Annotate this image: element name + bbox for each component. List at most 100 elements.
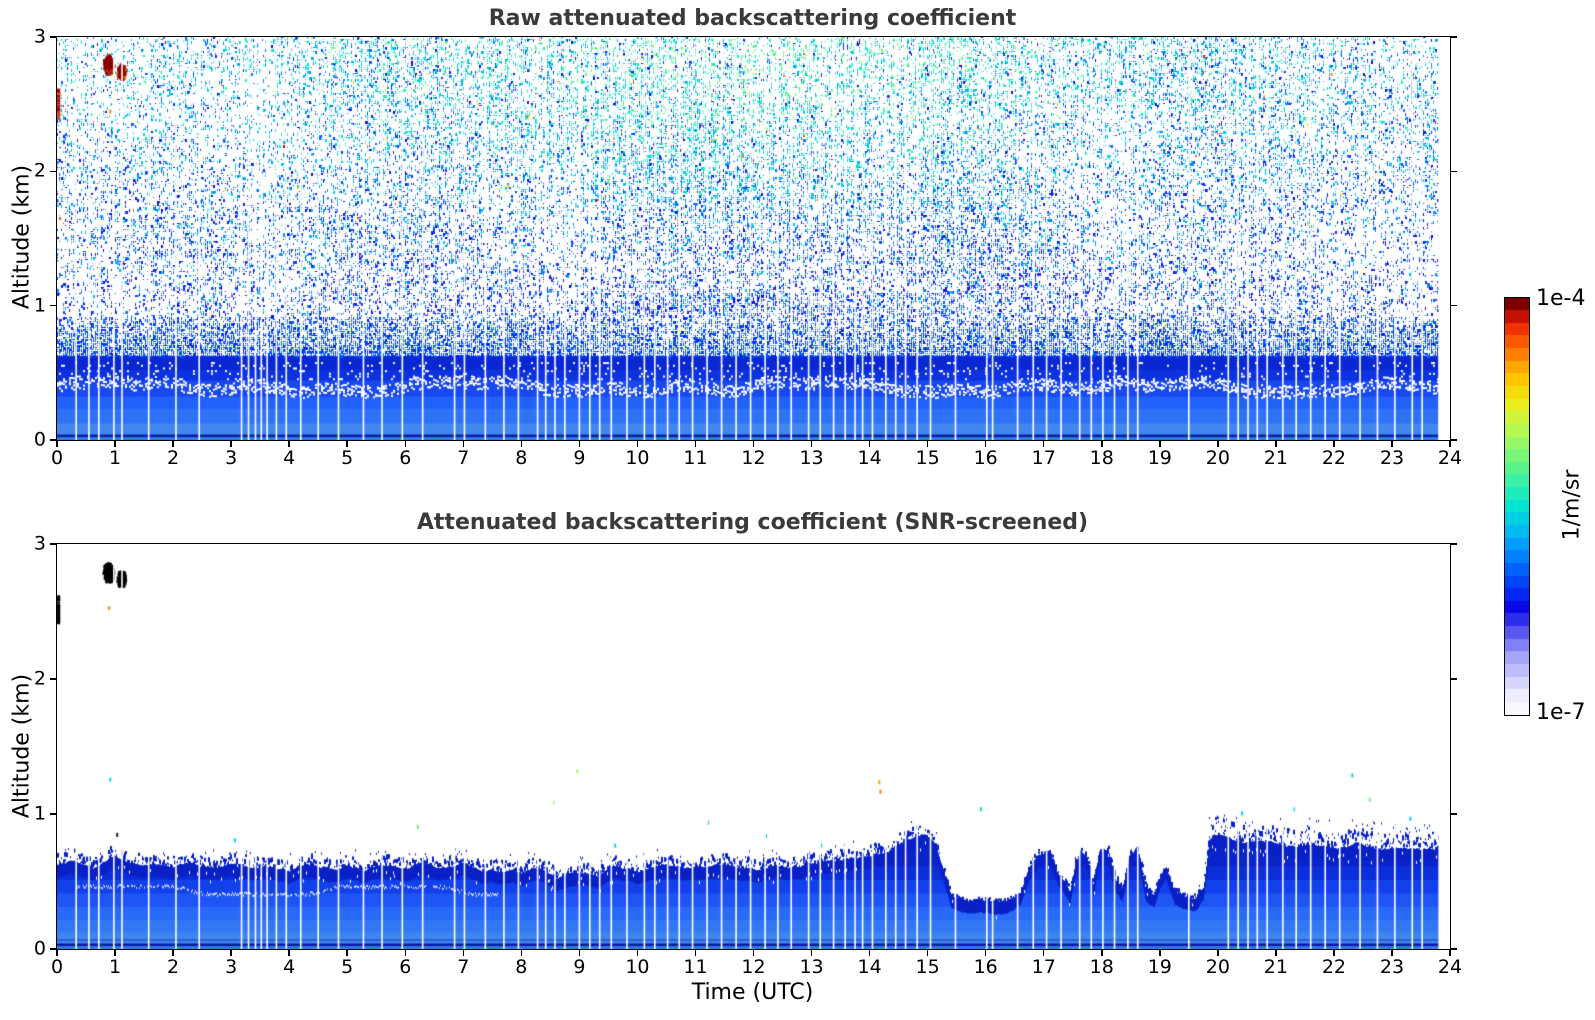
colorbar-min-label: 1e-7 xyxy=(1536,700,1586,725)
y-tick xyxy=(50,678,57,680)
x-tick xyxy=(56,440,58,447)
x-tick-label: 16 xyxy=(973,447,998,469)
x-tick-label: 12 xyxy=(741,447,766,469)
screened-plot-ylabel: Altitude (km) xyxy=(9,673,35,819)
x-tick xyxy=(810,440,813,447)
x-tick-label: 9 xyxy=(573,447,586,469)
x-tick-label: 9 xyxy=(573,956,586,978)
x-tick xyxy=(346,440,348,447)
x-tick-label: 0 xyxy=(50,956,64,978)
x-tick xyxy=(114,440,116,447)
x-tick xyxy=(288,440,290,447)
x-tick xyxy=(752,440,755,447)
colorbar-max-label: 1e-4 xyxy=(1536,286,1586,311)
x-tick-label: 2 xyxy=(167,447,180,469)
x-tick xyxy=(1042,949,1045,956)
y-tick xyxy=(1450,813,1457,815)
x-tick-label: 6 xyxy=(399,956,412,978)
raw-plot-ylabel: Altitude (km) xyxy=(9,164,35,310)
x-tick-label: 21 xyxy=(1263,447,1288,469)
x-tick xyxy=(636,440,639,447)
colorbar-unit-label: 1/m/sr xyxy=(1559,469,1585,541)
x-tick xyxy=(288,949,290,956)
x-tick-label: 23 xyxy=(1379,956,1405,978)
x-tick xyxy=(1391,949,1393,956)
x-tick-label: 11 xyxy=(683,447,708,469)
x-tick xyxy=(984,440,987,447)
x-tick xyxy=(1449,949,1451,956)
x-tick-label: 1 xyxy=(108,956,122,978)
x-tick-label: 22 xyxy=(1321,447,1346,469)
x-tick-label: 10 xyxy=(625,447,650,469)
x-tick xyxy=(1217,440,1219,447)
x-tick-label: 18 xyxy=(1089,956,1114,978)
x-tick-label: 17 xyxy=(1031,956,1056,978)
x-tick-label: 11 xyxy=(683,956,708,978)
y-tick xyxy=(1450,36,1457,38)
screened-plot-title: Attenuated backscattering coefficient (S… xyxy=(416,510,1089,535)
x-tick xyxy=(1159,949,1161,956)
y-tick xyxy=(50,439,57,441)
raw-plot-title: Raw attenuated backscattering coefficien… xyxy=(488,6,1017,31)
screened-heatmap-canvas xyxy=(57,544,1450,949)
y-tick xyxy=(50,170,57,173)
x-tick-label: 12 xyxy=(741,956,766,978)
x-tick xyxy=(1159,440,1161,447)
colorbar-canvas xyxy=(1505,298,1529,715)
x-tick xyxy=(926,440,929,447)
x-tick-label: 14 xyxy=(857,447,882,469)
x-tick-label: 20 xyxy=(1205,447,1230,469)
x-tick-label: 13 xyxy=(799,956,824,978)
x-tick-label: 0 xyxy=(50,447,64,469)
x-tick xyxy=(1449,440,1451,447)
x-tick xyxy=(1333,440,1335,447)
x-tick-label: 20 xyxy=(1205,956,1230,978)
x-tick xyxy=(636,949,639,956)
x-tick xyxy=(984,949,987,956)
x-tick xyxy=(868,440,871,447)
x-tick-label: 24 xyxy=(1437,447,1463,469)
y-tick xyxy=(1450,439,1457,441)
x-tick xyxy=(462,949,465,956)
x-tick-label: 17 xyxy=(1031,447,1056,469)
x-tick-label: 8 xyxy=(515,956,528,978)
x-tick xyxy=(230,949,232,956)
x-tick xyxy=(520,949,523,956)
x-tick-label: 3 xyxy=(225,447,238,469)
x-tick-label: 4 xyxy=(283,956,296,978)
x-tick xyxy=(1275,440,1277,447)
x-tick xyxy=(1391,440,1393,447)
x-tick xyxy=(578,440,581,447)
x-tick xyxy=(1042,440,1045,447)
x-tick xyxy=(694,949,697,956)
y-tick xyxy=(1450,170,1457,173)
x-tick-label: 14 xyxy=(857,956,882,978)
time-axis-label: Time (UTC) xyxy=(691,980,814,1005)
x-tick xyxy=(462,440,465,447)
x-tick xyxy=(926,949,929,956)
x-tick xyxy=(520,440,523,447)
x-tick-label: 15 xyxy=(915,956,940,978)
y-tick xyxy=(1450,948,1457,950)
x-tick xyxy=(404,949,406,956)
x-tick-label: 7 xyxy=(457,447,470,469)
x-tick xyxy=(868,949,871,956)
x-tick-label: 10 xyxy=(625,956,650,978)
screened-backscatter-heatmap: 0 1 2 3 4 5 6 7 8 9 10 11 12 13 14 15 16 17 18 19 20 21 22 23 24… xyxy=(34,534,1462,977)
y-tick-label: 0 xyxy=(33,937,46,960)
x-tick xyxy=(1275,949,1277,956)
y-tick-label: 0 xyxy=(33,428,46,451)
x-tick xyxy=(172,440,174,447)
x-tick xyxy=(694,440,697,447)
x-tick-label: 6 xyxy=(399,447,412,469)
y-tick-label: 1 xyxy=(33,294,46,317)
x-tick xyxy=(346,949,348,956)
x-tick-label: 7 xyxy=(457,956,470,978)
x-tick-label: 13 xyxy=(799,447,824,469)
y-tick-label: 1 xyxy=(33,802,46,825)
y-tick-label: 2 xyxy=(33,159,46,182)
x-tick-label: 15 xyxy=(915,447,940,469)
x-tick-label: 16 xyxy=(973,956,998,978)
y-tick xyxy=(1450,304,1457,307)
